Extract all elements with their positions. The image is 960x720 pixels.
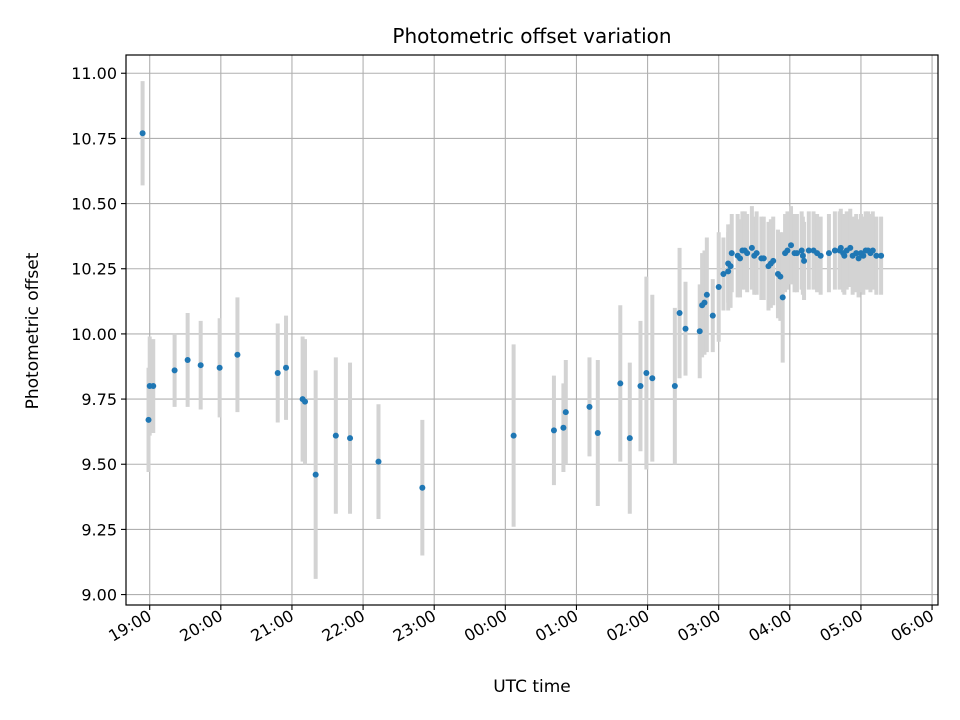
- data-point: [760, 255, 767, 262]
- data-point: [841, 252, 848, 259]
- data-point: [799, 252, 806, 259]
- grid: [126, 55, 938, 605]
- data-point: [696, 328, 703, 335]
- data-point: [510, 432, 517, 439]
- y-tick-label: 10.50: [71, 195, 117, 214]
- data-point: [847, 244, 854, 251]
- data-point: [701, 299, 708, 306]
- data-point: [779, 294, 786, 301]
- data-point: [560, 424, 567, 431]
- data-point: [594, 429, 601, 436]
- data-point: [682, 325, 689, 332]
- y-tick-label: 9.75: [81, 390, 117, 409]
- y-tick-label: 9.00: [81, 586, 117, 605]
- data-point: [860, 252, 867, 259]
- data-point: [878, 252, 885, 259]
- data-point: [748, 244, 755, 251]
- data-point: [855, 255, 862, 262]
- data-point: [649, 375, 656, 382]
- y-axis-label: Photometric offset: [23, 252, 43, 409]
- y-axis: 9.00 9.25 9.50 9.75 10.00 10.25 10.50 10.75 11.0…: [71, 64, 126, 605]
- data-point: [419, 484, 426, 491]
- data-point: [720, 270, 727, 277]
- data-point: [586, 403, 593, 410]
- data-point: [798, 247, 805, 254]
- y-tick-label: 9.50: [81, 455, 117, 474]
- data-point: [626, 435, 633, 442]
- data-point: [184, 356, 191, 363]
- x-axis-label: UTC time: [493, 677, 571, 697]
- data-point: [831, 247, 838, 254]
- data-point: [873, 252, 880, 259]
- data-point: [617, 380, 624, 387]
- chart-title: Photometric offset variation: [392, 24, 671, 48]
- data-point: [777, 273, 784, 280]
- data-point: [562, 409, 569, 416]
- y-tick-label: 10.00: [71, 325, 117, 344]
- data-point: [671, 383, 678, 390]
- data-point: [801, 257, 808, 264]
- data-point: [869, 247, 876, 254]
- plot-frame: [125, 54, 939, 606]
- data-point: [637, 383, 644, 390]
- data-point: [375, 458, 382, 465]
- data-point: [145, 416, 152, 423]
- data-point: [643, 370, 650, 377]
- data-point: [550, 427, 557, 434]
- data-point: [753, 250, 760, 257]
- y-tick-label: 9.25: [81, 520, 117, 539]
- data-point: [715, 283, 722, 290]
- data-point: [744, 250, 751, 257]
- data-point: [825, 250, 832, 257]
- data-point: [725, 268, 732, 275]
- data-point: [837, 244, 844, 251]
- data-point: [150, 383, 157, 390]
- y-tick-label: 10.25: [71, 260, 117, 279]
- data-point: [728, 250, 735, 257]
- data-point: [788, 242, 795, 249]
- y-tick-label: 11.00: [71, 64, 117, 83]
- data-point: [347, 435, 354, 442]
- data-point: [274, 370, 281, 377]
- data-point: [332, 432, 339, 439]
- data-point: [676, 310, 683, 317]
- data-point: [727, 263, 734, 270]
- data-point: [234, 351, 241, 358]
- data-point: [171, 367, 178, 374]
- data-point: [793, 250, 800, 257]
- data-point: [709, 312, 716, 319]
- data-point: [817, 252, 824, 259]
- data-point: [805, 247, 812, 254]
- data-point: [283, 364, 290, 371]
- data-point: [312, 471, 319, 478]
- data-point: [216, 364, 223, 371]
- data-point: [139, 130, 146, 137]
- data-point: [301, 398, 308, 405]
- data-point: [784, 247, 791, 254]
- y-tick-label: 10.75: [71, 129, 117, 148]
- data-point: [737, 255, 744, 262]
- data-points: [139, 130, 885, 491]
- data-point: [853, 250, 860, 257]
- data-point: [197, 362, 204, 369]
- data-point: [770, 257, 777, 264]
- data-point: [703, 291, 710, 298]
